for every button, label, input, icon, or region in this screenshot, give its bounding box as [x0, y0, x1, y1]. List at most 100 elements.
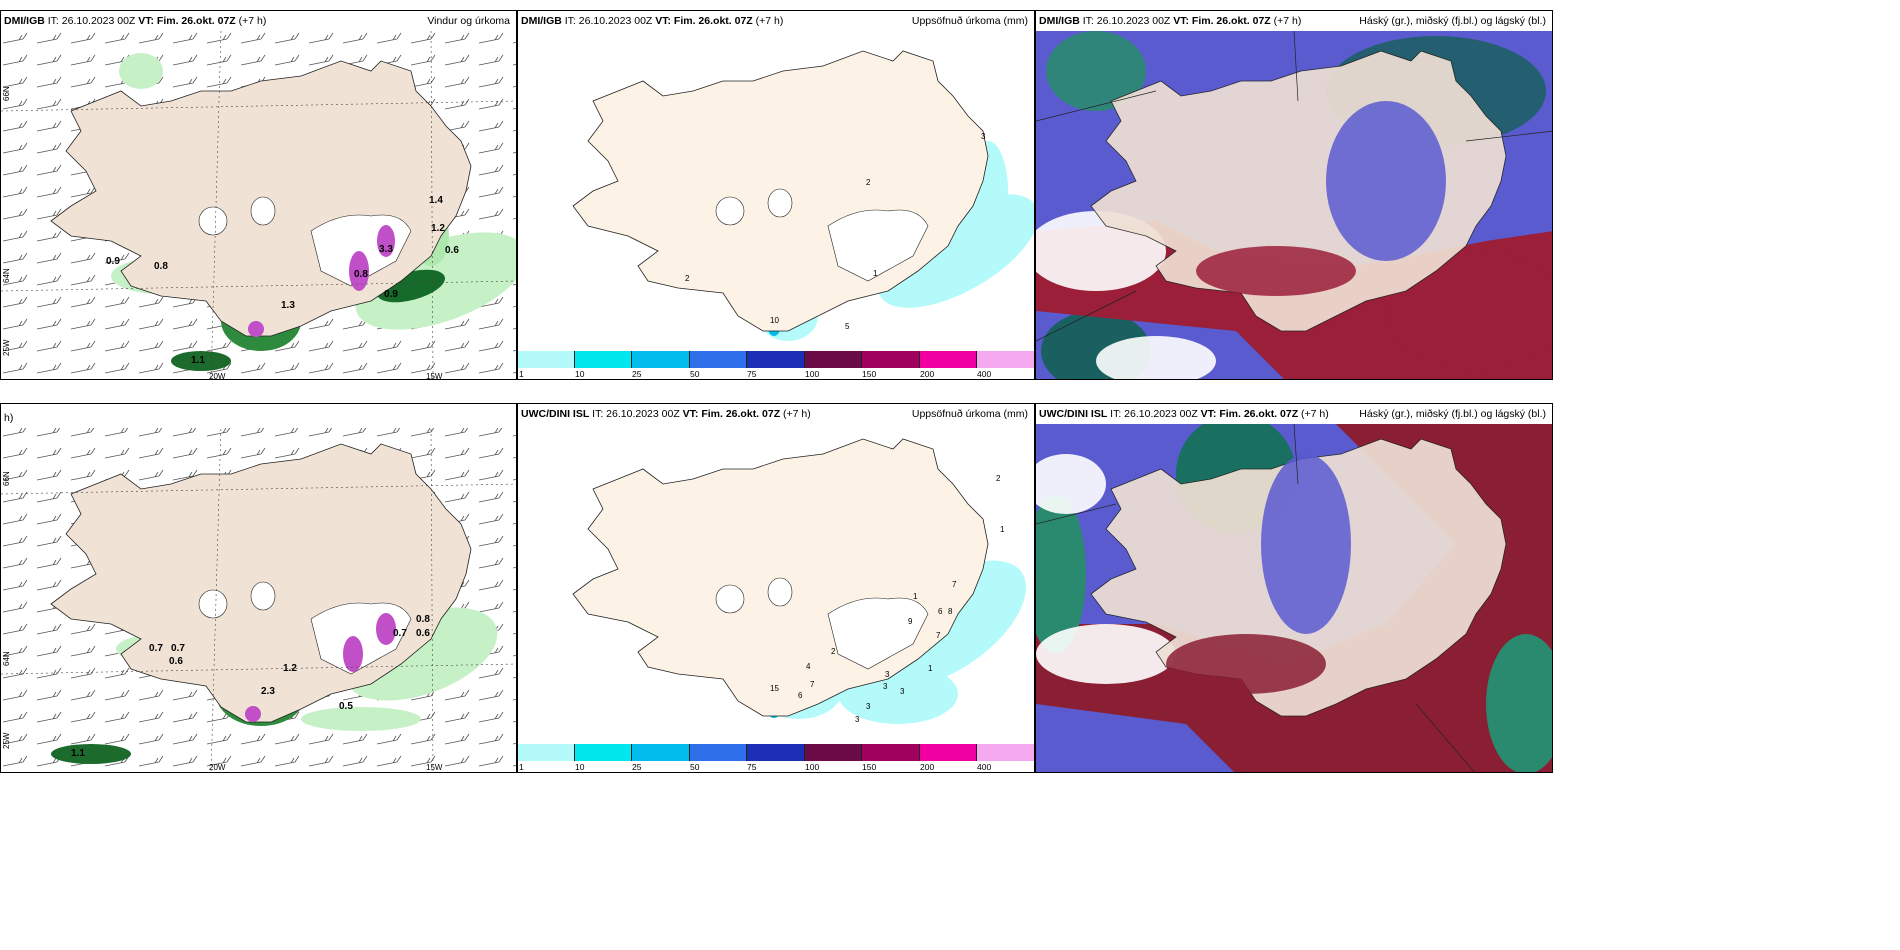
value-label: 9	[908, 617, 913, 626]
panel-header: DMI/IGB IT: 26.10.2023 00Z VT: Fim. 26.o…	[1, 11, 516, 31]
value-label: 8	[948, 607, 953, 616]
panel-header: h)	[1, 408, 516, 428]
value-label: 3	[855, 715, 860, 724]
colorbar-swatch	[805, 744, 862, 761]
value-label: 1.1	[71, 748, 85, 759]
value-label: 0.8	[354, 269, 368, 280]
init-time: IT: 26.10.2023 00Z	[592, 408, 680, 420]
lead-time: (+7 h)	[755, 15, 784, 27]
value-label: 2	[996, 474, 1001, 483]
colorbar-swatch	[518, 744, 575, 761]
magenta-cores	[245, 613, 396, 722]
panel-title: Háský (gr.), miðský (fj.bl.) og lágský (…	[1359, 408, 1546, 420]
value-label: 0.7	[149, 643, 163, 654]
colorbar-swatch	[632, 351, 690, 368]
value-labels: 0.9 0.8 1.4 1.2 0.6 0.9 3.3 0.8 1.3 1.1	[106, 195, 459, 366]
colorbar-swatch	[575, 351, 632, 368]
grid-lines	[1, 424, 516, 772]
grid-lines	[1, 31, 516, 379]
panel-title: Uppsöfnuð úrkoma (mm)	[911, 15, 1028, 27]
colorbar-tick: 100	[805, 762, 820, 772]
value-label: 1.1	[191, 355, 205, 366]
value-label: 1.2	[431, 223, 445, 234]
colorbar-swatch	[632, 744, 690, 761]
accum-precip-panel-bottom: UWC/DINI ISL IT: 26.10.2023 00Z VT: Fim.…	[517, 403, 1035, 773]
colorbar-swatch	[862, 744, 920, 761]
colorbar-swatch	[747, 351, 805, 368]
lon-label: 25W	[2, 732, 11, 749]
value-label: 0.7	[171, 643, 185, 654]
colorbar-tick: 1	[519, 762, 524, 772]
colorbar-tick: 150	[862, 762, 877, 772]
value-label: 0.6	[445, 245, 459, 256]
value-label: 5	[845, 322, 850, 331]
colorbar-swatch	[747, 744, 805, 761]
value-label: 0.6	[416, 628, 430, 639]
colorbar-tick: 200	[920, 369, 935, 379]
value-labels: 2 3 2 5 10 1	[685, 132, 986, 331]
cut-header-fragment: h)	[4, 412, 14, 424]
lat-label: 64N	[2, 651, 11, 666]
colorbar-tick: 200	[920, 762, 935, 772]
cloud-map	[1036, 424, 1552, 772]
wind-precip-panel-bottom: h) 0.7 0.7 0.6 0.8 0.7	[0, 403, 517, 773]
model-name: DMI/IGB	[1039, 15, 1080, 27]
value-label: 0.6	[169, 656, 183, 667]
colorbar-swatch	[805, 351, 862, 368]
colorbar-swatch	[920, 744, 977, 761]
colorbar-tick: 75	[747, 369, 757, 379]
wind-map: 0.7 0.7 0.6 0.8 0.7 0.6 0.5 1.2 2.3 1.1 …	[1, 424, 516, 772]
value-label: 10	[770, 316, 779, 325]
colorbar-tick: 50	[690, 369, 700, 379]
cloud-panel-bottom: UWC/DINI ISL IT: 26.10.2023 00Z VT: Fim.…	[1035, 403, 1553, 773]
lat-label: 66N	[2, 471, 11, 486]
colorbar: 1 10 25 50 75 100 150 200 400	[518, 744, 1034, 772]
init-time: IT: 26.10.2023 00Z	[1082, 15, 1171, 27]
wind-map: 0.9 0.8 1.4 1.2 0.6 0.9 3.3 0.8 1.3 1.1 …	[1, 31, 516, 380]
value-label: 1.4	[429, 195, 443, 206]
value-label: 1	[913, 592, 918, 601]
lon-label: 25W	[2, 339, 11, 356]
value-label: 4	[806, 662, 811, 671]
valid-time: VT: Fim. 26.okt. 07Z	[682, 408, 781, 420]
value-label: 0.7	[393, 628, 407, 639]
colorbar-tick: 400	[977, 762, 992, 772]
init-time: IT: 26.10.2023 00Z	[564, 15, 653, 27]
colorbar-tick: 400	[977, 369, 992, 379]
value-label: 3	[883, 682, 888, 691]
colorbar-tick: 1	[519, 369, 524, 379]
value-label: 0.9	[384, 289, 398, 300]
colorbar-swatch	[690, 351, 747, 368]
lon-label: 20W	[209, 763, 226, 772]
colorbar-tick: 75	[747, 762, 757, 772]
value-labels: 0.7 0.7 0.6 0.8 0.7 0.6 0.5 1.2 2.3 1.1	[71, 614, 430, 759]
model-name: DMI/IGB	[4, 15, 45, 27]
glaciers	[715, 577, 929, 670]
cloud-map	[1036, 31, 1552, 379]
cloud-panel-top: DMI/IGB IT: 26.10.2023 00Z VT: Fim. 26.o…	[1035, 10, 1553, 380]
colorbar-swatch	[518, 351, 575, 368]
magenta-cores	[248, 225, 395, 337]
glaciers	[715, 188, 929, 282]
value-label: 2	[866, 178, 871, 187]
model-name: UWC/DINI ISL	[521, 408, 590, 420]
model-name: DMI/IGB	[521, 15, 562, 27]
lon-label: 15W	[426, 372, 443, 380]
value-label: 7	[952, 580, 957, 589]
panel-title: Háský (gr.), miðský (fj.bl.) og lágský (…	[1359, 15, 1546, 27]
colorbar-tick: 25	[632, 369, 642, 379]
panel-header: UWC/DINI ISL IT: 26.10.2023 00Z VT: Fim.…	[1036, 404, 1552, 424]
value-label: 6	[798, 691, 803, 700]
value-label: 1	[928, 664, 933, 673]
lat-label: 64N	[2, 268, 11, 283]
colorbar-tick: 150	[862, 369, 877, 379]
lat-label: 66N	[2, 86, 11, 101]
value-label: 7	[936, 631, 941, 640]
value-label: 3.3	[379, 244, 393, 255]
value-label: 2.3	[261, 686, 275, 697]
panel-header: UWC/DINI ISL IT: 26.10.2023 00Z VT: Fim.…	[518, 404, 1034, 424]
precip-map: 2 1 1 7 6 8 9 7 4 7 6 15 3 3 3 3 3 1 2	[572, 438, 1027, 724]
colorbar-tick: 50	[690, 762, 700, 772]
value-label: 1	[1000, 525, 1005, 534]
value-label: 0.5	[339, 701, 353, 712]
